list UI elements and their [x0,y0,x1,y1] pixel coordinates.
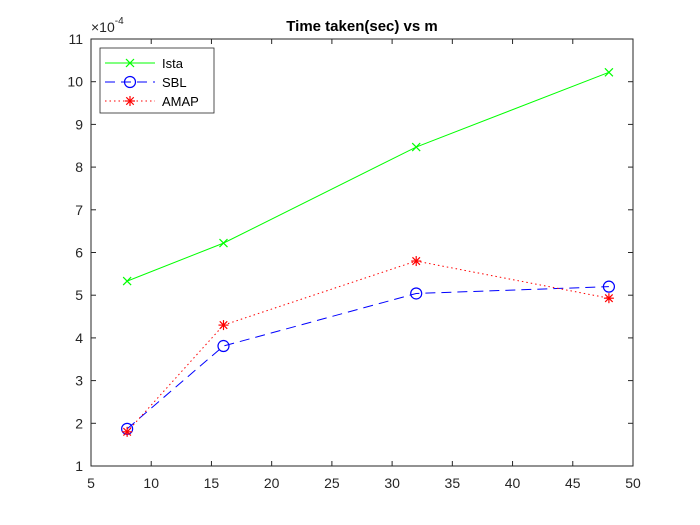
legend: Ista SBL AMAP [99,47,215,114]
y-tick-label: 1 [75,458,83,474]
y-axis-multiplier: ×10-4 [91,16,124,35]
x-tick-label: 30 [384,475,400,491]
y-tick-label: 5 [75,287,83,303]
y-tick-label: 8 [75,159,83,175]
y-tick-label: 6 [75,245,83,261]
series-line-sbl [126,286,609,430]
legend-item-sbl: SBL [105,75,187,90]
y-tick-label: 4 [75,330,83,346]
y-multiplier-base: ×10 [91,19,115,35]
x-tick-label: 5 [87,475,95,491]
y-tick-label: 3 [75,373,83,389]
legend-marker [125,58,135,68]
data-point-ista [411,142,421,152]
data-point-ista [122,276,132,286]
legend-label: AMAP [162,94,199,109]
series-layer [121,67,616,437]
data-point-amap [603,293,614,304]
y-tick-label: 7 [75,202,83,218]
x-tick-label: 50 [625,475,641,491]
legend-marker [125,96,135,106]
x-tick-label: 40 [505,475,521,491]
data-point-ista [604,67,614,77]
y-tick-label: 10 [67,74,83,90]
x-tick-label: 10 [143,475,159,491]
data-point-amap [411,256,422,267]
series-sbl [121,280,616,435]
legend-item-amap: AMAP [105,94,199,109]
y-multiplier-exponent: -4 [115,16,124,27]
x-tick-label: 45 [565,475,581,491]
data-point-sbl [217,339,230,353]
legend-label: Ista [162,56,184,71]
series-amap [122,256,614,437]
legend-label: SBL [162,75,187,90]
data-point-sbl [602,280,616,293]
series-ista [122,67,614,286]
x-tick-label: 15 [204,475,220,491]
y-tick-label: 9 [75,116,83,132]
data-point-amap [122,426,133,437]
legend-box [99,47,215,114]
data-point-ista [219,238,228,248]
y-tick-label: 2 [75,415,83,431]
series-line-ista [126,71,610,282]
x-tick-label: 25 [324,475,340,491]
x-tick-label: 35 [445,475,461,491]
legend-marker [123,75,137,89]
chart-title: Time taken(sec) vs m [286,18,437,35]
y-tick-label: 11 [68,31,83,47]
data-point-sbl [410,287,423,300]
x-tick-label: 20 [264,475,280,491]
legend-item-ista: Ista [105,56,184,71]
data-point-amap [218,320,229,331]
